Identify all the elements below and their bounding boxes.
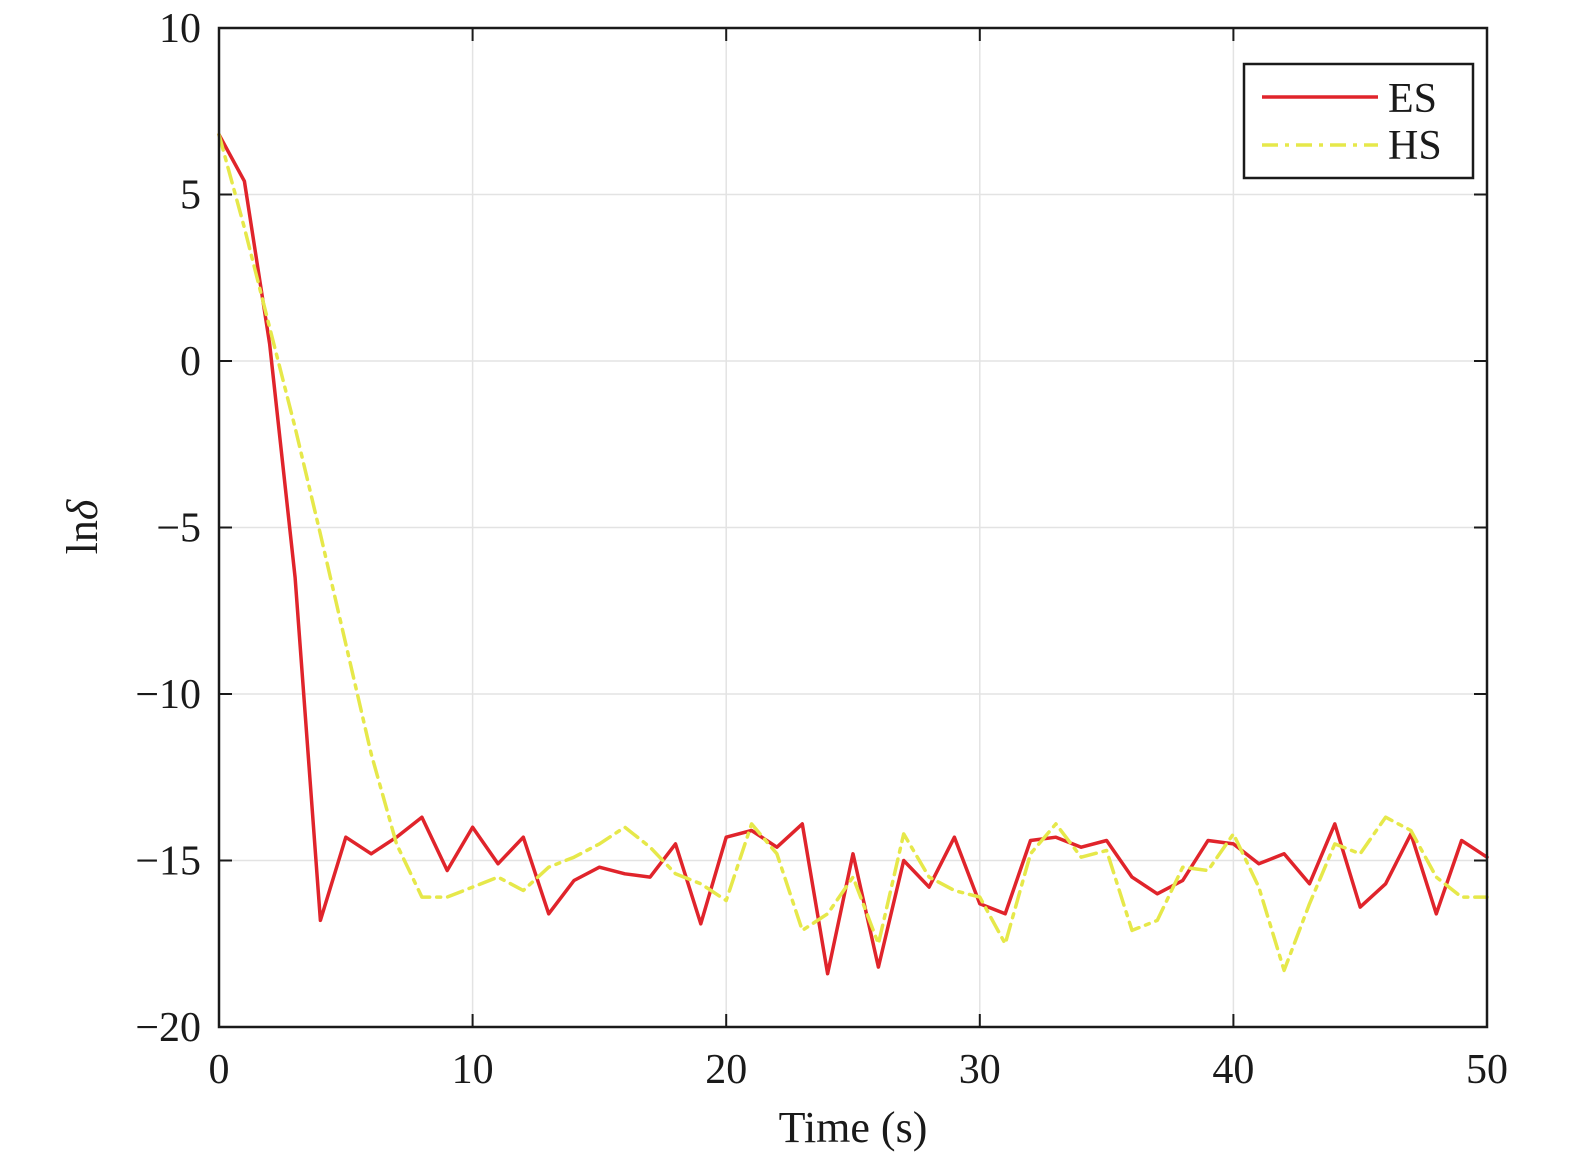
legend-label-es: ES [1388,76,1437,122]
x-tick-label: 20 [705,1047,747,1093]
y-tick-label: 10 [159,6,201,52]
x-tick-label: 0 [209,1047,230,1093]
series-line-hs [217,132,1489,973]
x-tick-label: 40 [1212,1047,1254,1093]
y-axis-label-prefix: ln [58,520,107,554]
y-tick-label: 5 [180,173,201,219]
legend-box [1242,62,1475,180]
legend: ES HS [1242,62,1475,180]
x-tick-label: 10 [452,1047,494,1093]
y-tick-label: −20 [135,1005,201,1051]
series-layer [217,132,1489,976]
y-tick-label: −10 [135,672,201,718]
y-tick-label: −15 [135,839,201,885]
legend-label-hs: HS [1388,123,1442,169]
y-tick-label: −5 [156,506,201,552]
y-axis-label-symbol: δ [58,498,107,520]
series-line-es [217,132,1489,976]
y-tick-label: 0 [180,339,201,385]
x-tick-label: 30 [959,1047,1001,1093]
ticks: 0 10 20 30 40 50 −20 −15 −10 −5 0 5 10 [135,6,1508,1093]
y-axis-label: lnδ [58,498,107,554]
x-axis-label: Time (s) [779,1103,928,1152]
x-tick-label: 50 [1466,1047,1508,1093]
